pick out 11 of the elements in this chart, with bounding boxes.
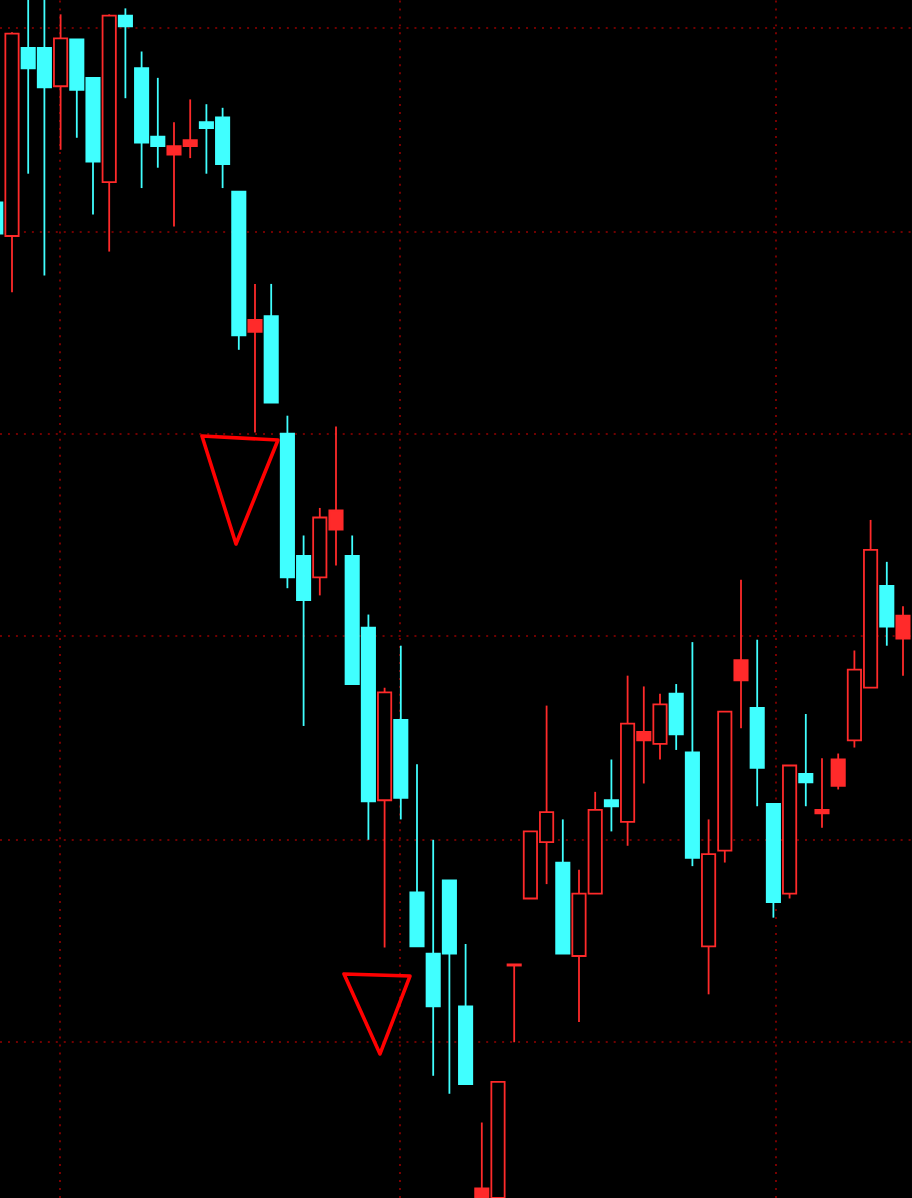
candlestick xyxy=(879,560,895,647)
candlestick xyxy=(247,283,263,434)
candlestick xyxy=(830,752,846,791)
candlestick xyxy=(814,757,830,829)
candlestick xyxy=(603,758,619,833)
candlestick xyxy=(733,578,749,730)
candlestick xyxy=(53,13,69,151)
candlestick xyxy=(117,7,133,100)
candlestick xyxy=(668,683,684,751)
candlestick xyxy=(798,713,814,808)
candlestick xyxy=(506,963,522,1044)
